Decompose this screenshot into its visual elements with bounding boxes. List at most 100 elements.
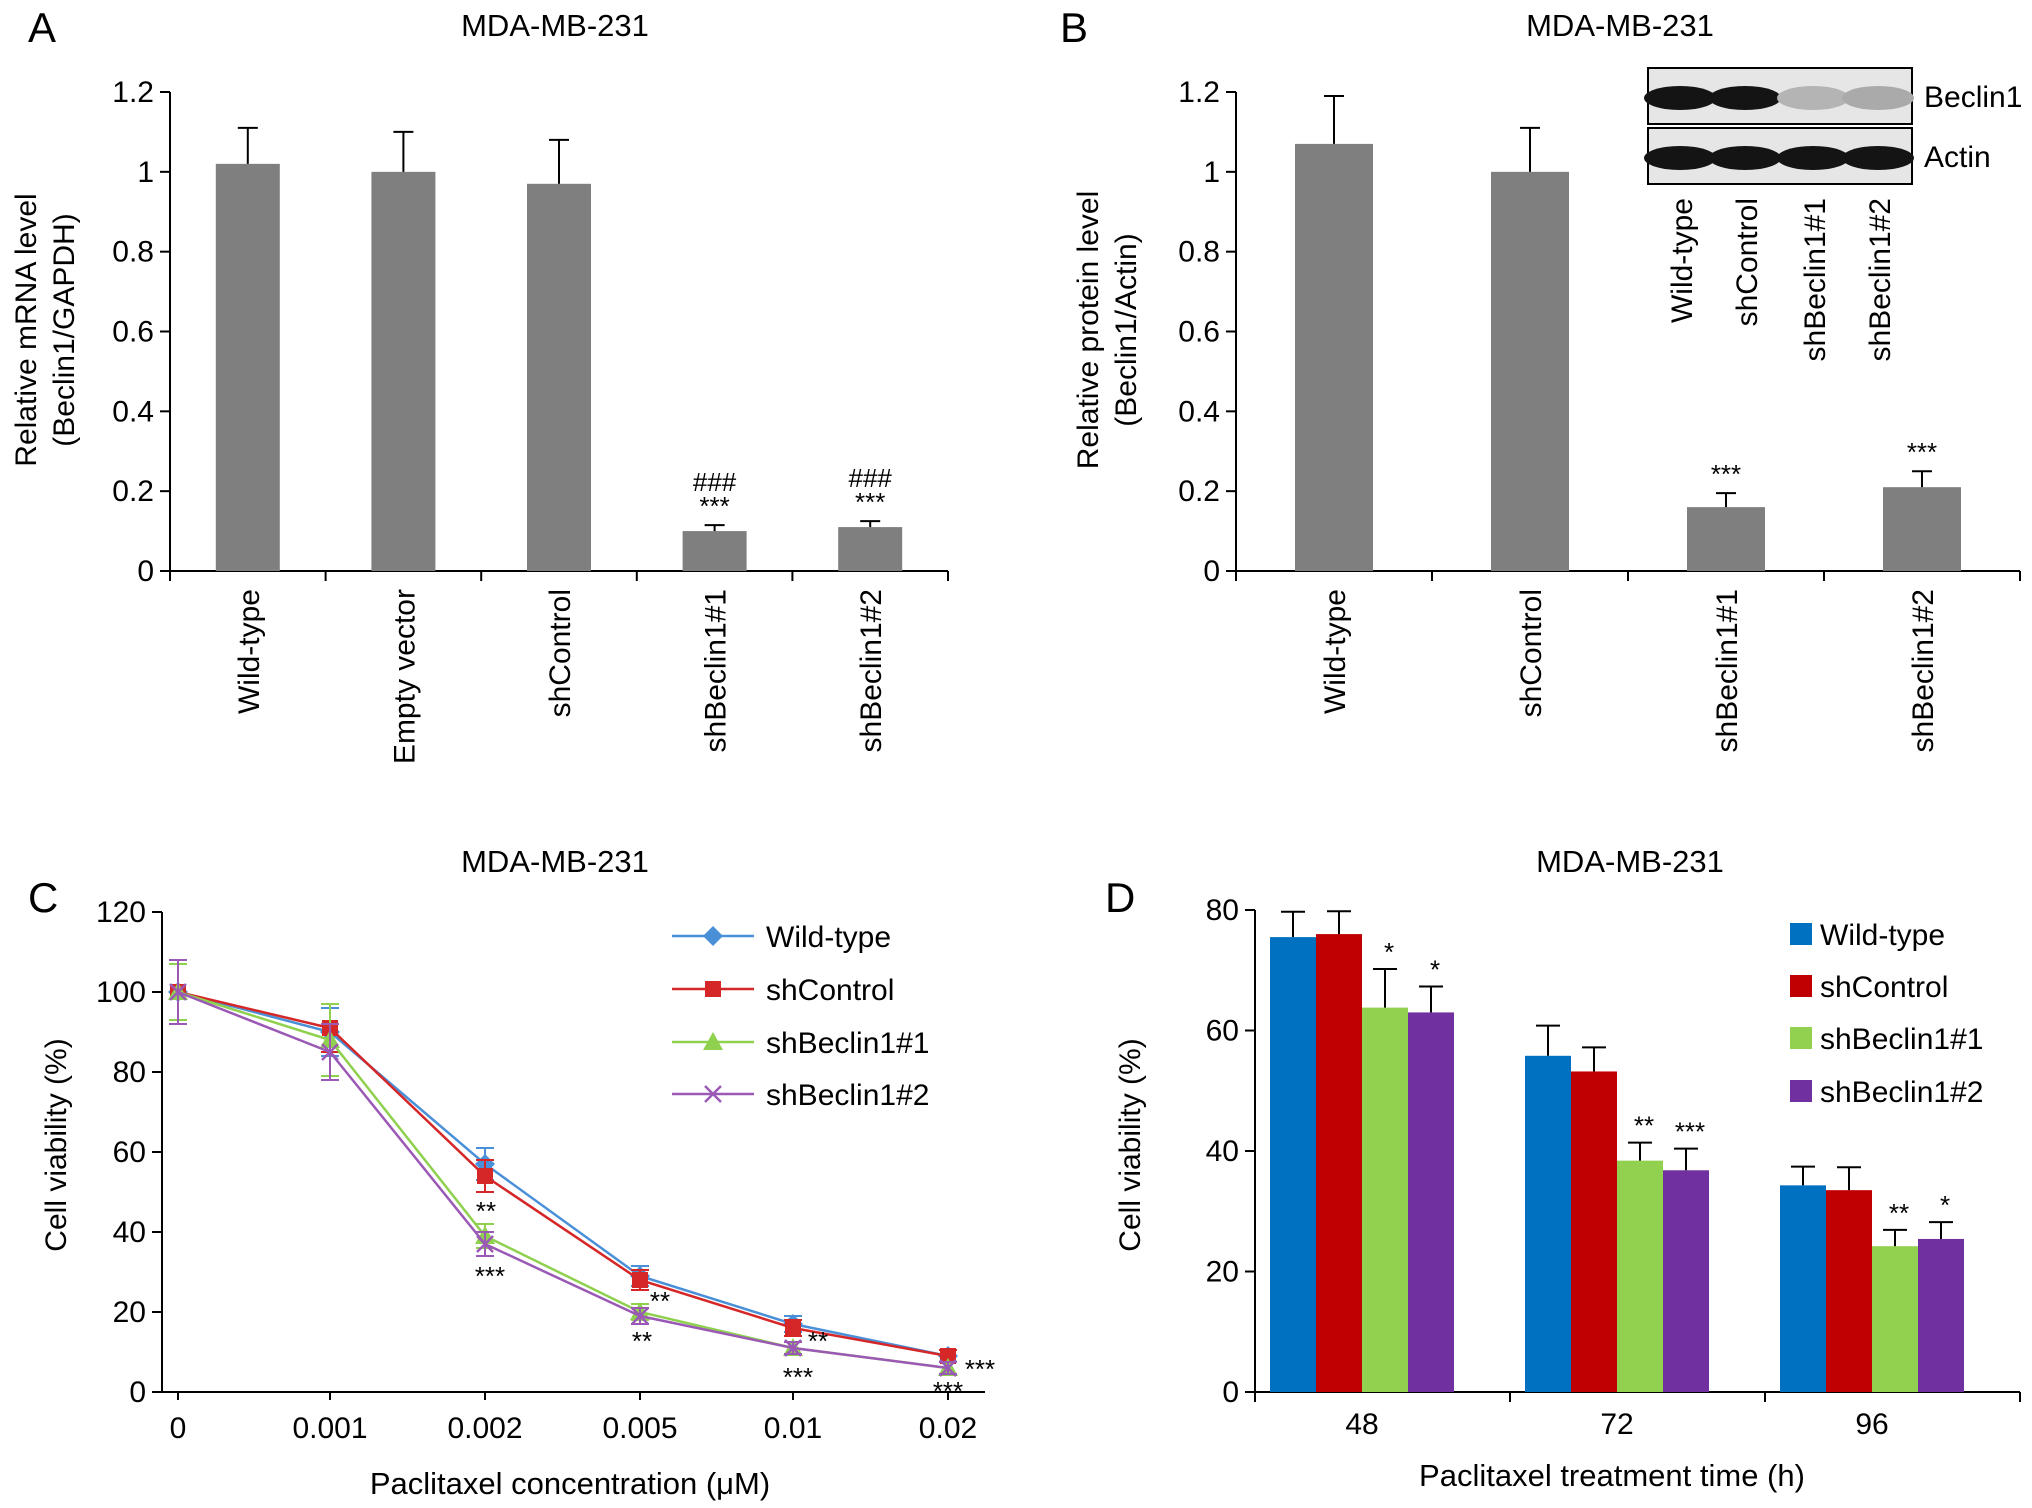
panel-a-y-tick-label: 1 — [137, 156, 154, 189]
panel-c-y-tick-label: 0 — [129, 1376, 146, 1409]
panel-c-legend-marker-stroke — [704, 1085, 722, 1103]
panel-d: D MDA-MB-231 Cell viability (%) Paclitax… — [1105, 844, 2021, 1493]
panel-b-title: MDA-MB-231 — [1526, 8, 1714, 43]
panel-d-legend-label: shControl — [1820, 971, 1948, 1004]
panel-c-y-tick-label: 40 — [113, 1216, 146, 1249]
panel-c-data-point-stroke — [476, 1235, 494, 1253]
panel-b-y-tick-label: 0.6 — [1178, 316, 1220, 349]
panel-c-series-line — [177, 990, 949, 1358]
panel-b-category-label: Wild-type — [1319, 589, 1352, 714]
panel-c: C MDA-MB-231 Cell viability (%) Paclitax… — [28, 844, 995, 1501]
panel-b-ylabel-line2: (Beclin1/Actin) — [1110, 233, 1143, 426]
panel-c-x-tick-label: 0.01 — [764, 1412, 822, 1445]
panel-d-bar — [1571, 1071, 1617, 1392]
panel-c-ylabel: Cell viability (%) — [40, 1038, 73, 1251]
panel-d-bar — [1408, 1012, 1454, 1392]
panel-c-data-point — [477, 1168, 493, 1184]
panel-a-bar — [682, 531, 747, 571]
panel-c-significance-label: *** — [933, 1376, 963, 1406]
panel-c-significance-label: *** — [475, 1261, 505, 1291]
panel-d-y-tick-label: 20 — [1206, 1256, 1239, 1289]
panel-a-y-tick-label: 0.6 — [112, 316, 154, 349]
blot-row-label: Actin — [1924, 141, 1991, 174]
panel-d-bar — [1918, 1238, 1964, 1392]
panel-d-bar — [1826, 1190, 1872, 1392]
panel-a-significance-label: ### — [849, 463, 893, 493]
panel-a-category-label: shControl — [544, 589, 577, 717]
panel-d-significance-label: * — [1384, 937, 1394, 967]
panel-c-legend-marker — [703, 926, 723, 946]
panel-d-x-tick-label: 48 — [1345, 1408, 1378, 1441]
panel-a-category-label: shBeclin1#2 — [855, 589, 888, 752]
panel-c-x-tick-label: 0.001 — [292, 1412, 367, 1445]
panel-a-significance-label: *** — [699, 491, 729, 521]
panel-a-significance-label: *** — [855, 487, 885, 517]
panel-c-legend-label: shBeclin1#2 — [766, 1079, 929, 1112]
blot-band — [1644, 146, 1716, 170]
panel-c-y-tick-label: 20 — [113, 1296, 146, 1329]
panel-c-series-line — [177, 990, 949, 1358]
panel-b-y-tick-label: 1 — [1203, 156, 1220, 189]
panel-a-category-label: Wild-type — [233, 589, 266, 714]
panel-d-x-tick-label: 96 — [1855, 1408, 1888, 1441]
panel-c-x-tick-label: 0.002 — [447, 1412, 522, 1445]
panel-letter-d: D — [1105, 874, 1135, 921]
panel-d-significance-label: *** — [1675, 1117, 1705, 1147]
panel-b-y-tick-label: 0 — [1203, 555, 1220, 588]
panel-d-legend-swatch — [1790, 975, 1812, 997]
panel-d-legend-label: shBeclin1#2 — [1820, 1076, 1983, 1109]
panel-d-title: MDA-MB-231 — [1536, 844, 1724, 879]
panel-d-bar — [1316, 934, 1362, 1392]
panel-d-legend-label: shBeclin1#1 — [1820, 1023, 1983, 1056]
panel-d-y-tick-label: 60 — [1206, 1015, 1239, 1048]
panel-a-bar — [838, 527, 903, 571]
panel-d-bar — [1872, 1246, 1918, 1392]
panel-d-bar — [1270, 937, 1316, 1392]
panel-c-significance-label: *** — [965, 1354, 995, 1384]
panel-letter-a: A — [28, 4, 56, 51]
panel-a-bar — [527, 183, 591, 571]
panel-a-y-tick-label: 0 — [137, 555, 154, 588]
panel-b-y-tick-label: 0.2 — [1178, 475, 1220, 508]
panel-c-data-point — [785, 1320, 801, 1336]
panel-c-y-tick-label: 120 — [96, 896, 146, 929]
panel-c-xlabel: Paclitaxel concentration (μM) — [370, 1466, 770, 1501]
panel-c-data-point-stroke — [939, 1359, 957, 1377]
panel-b: B MDA-MB-231 Relative protein level (Bec… — [1060, 4, 2022, 752]
panel-d-significance-label: ** — [1634, 1111, 1654, 1141]
panel-b-y-tick-label: 0.8 — [1178, 236, 1220, 269]
panel-d-bar — [1780, 1185, 1826, 1392]
panel-c-x-tick-label: 0.005 — [602, 1412, 677, 1445]
panel-d-significance-label: ** — [1889, 1198, 1909, 1228]
blot-lane-label: shControl — [1731, 198, 1764, 326]
blot-lane-label: shBeclin1#1 — [1799, 198, 1832, 361]
panel-d-legend-swatch — [1790, 1080, 1812, 1102]
panel-d-bar — [1663, 1170, 1709, 1392]
panel-c-x-tick-label: 0.02 — [919, 1412, 977, 1445]
panel-c-title: MDA-MB-231 — [461, 844, 649, 879]
blot-band — [1842, 86, 1914, 110]
blot-band — [1777, 146, 1849, 170]
panel-c-significance-label: ** — [808, 1326, 828, 1356]
panel-b-bar — [1295, 143, 1373, 571]
panel-a-y-tick-label: 0.4 — [112, 395, 154, 428]
panel-c-data-point-stroke — [631, 1307, 649, 1325]
panel-c-legend-label: shBeclin1#1 — [766, 1027, 929, 1060]
panel-b-bar — [1883, 487, 1961, 571]
panel-c-data-point-stroke — [169, 983, 187, 1001]
panel-c-y-tick-label: 100 — [96, 976, 146, 1009]
panel-b-bar — [1687, 507, 1765, 571]
panel-b-category-label: shBeclin1#1 — [1711, 589, 1744, 752]
panel-b-y-tick-label: 0.4 — [1178, 395, 1220, 428]
panel-c-data-point — [940, 1348, 956, 1364]
blot-band — [1644, 86, 1716, 110]
panel-c-x-tick-label: 0 — [170, 1412, 187, 1445]
panel-c-significance-label: ** — [632, 1326, 652, 1356]
blot-row-label: Beclin1 — [1924, 81, 2022, 114]
panel-c-data-point-stroke — [321, 1043, 339, 1061]
panel-d-ylabel: Cell viability (%) — [1114, 1038, 1147, 1251]
panel-c-legend-marker — [705, 981, 721, 997]
panel-d-significance-label: * — [1430, 955, 1440, 985]
panel-c-legend-label: Wild-type — [766, 921, 891, 954]
